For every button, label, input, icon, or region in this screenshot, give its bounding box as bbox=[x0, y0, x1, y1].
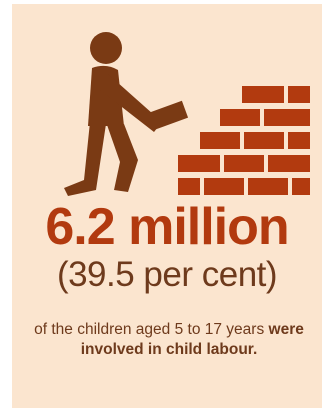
infographic-card: 6.2 million (39.5 per cent) of the child… bbox=[12, 4, 322, 408]
description: of the children aged 5 to 17 years were … bbox=[34, 320, 304, 360]
worker-building-brick-wall-icon bbox=[64, 32, 310, 196]
description-text: of the children aged 5 to 17 years bbox=[34, 321, 269, 338]
headline-number: 6.2 million bbox=[45, 198, 289, 256]
worker-figure bbox=[64, 32, 189, 196]
brick-wall bbox=[178, 86, 310, 195]
headline-percent: (39.5 per cent) bbox=[56, 255, 278, 294]
description-emphasis: were involved in child labour. bbox=[80, 321, 304, 358]
